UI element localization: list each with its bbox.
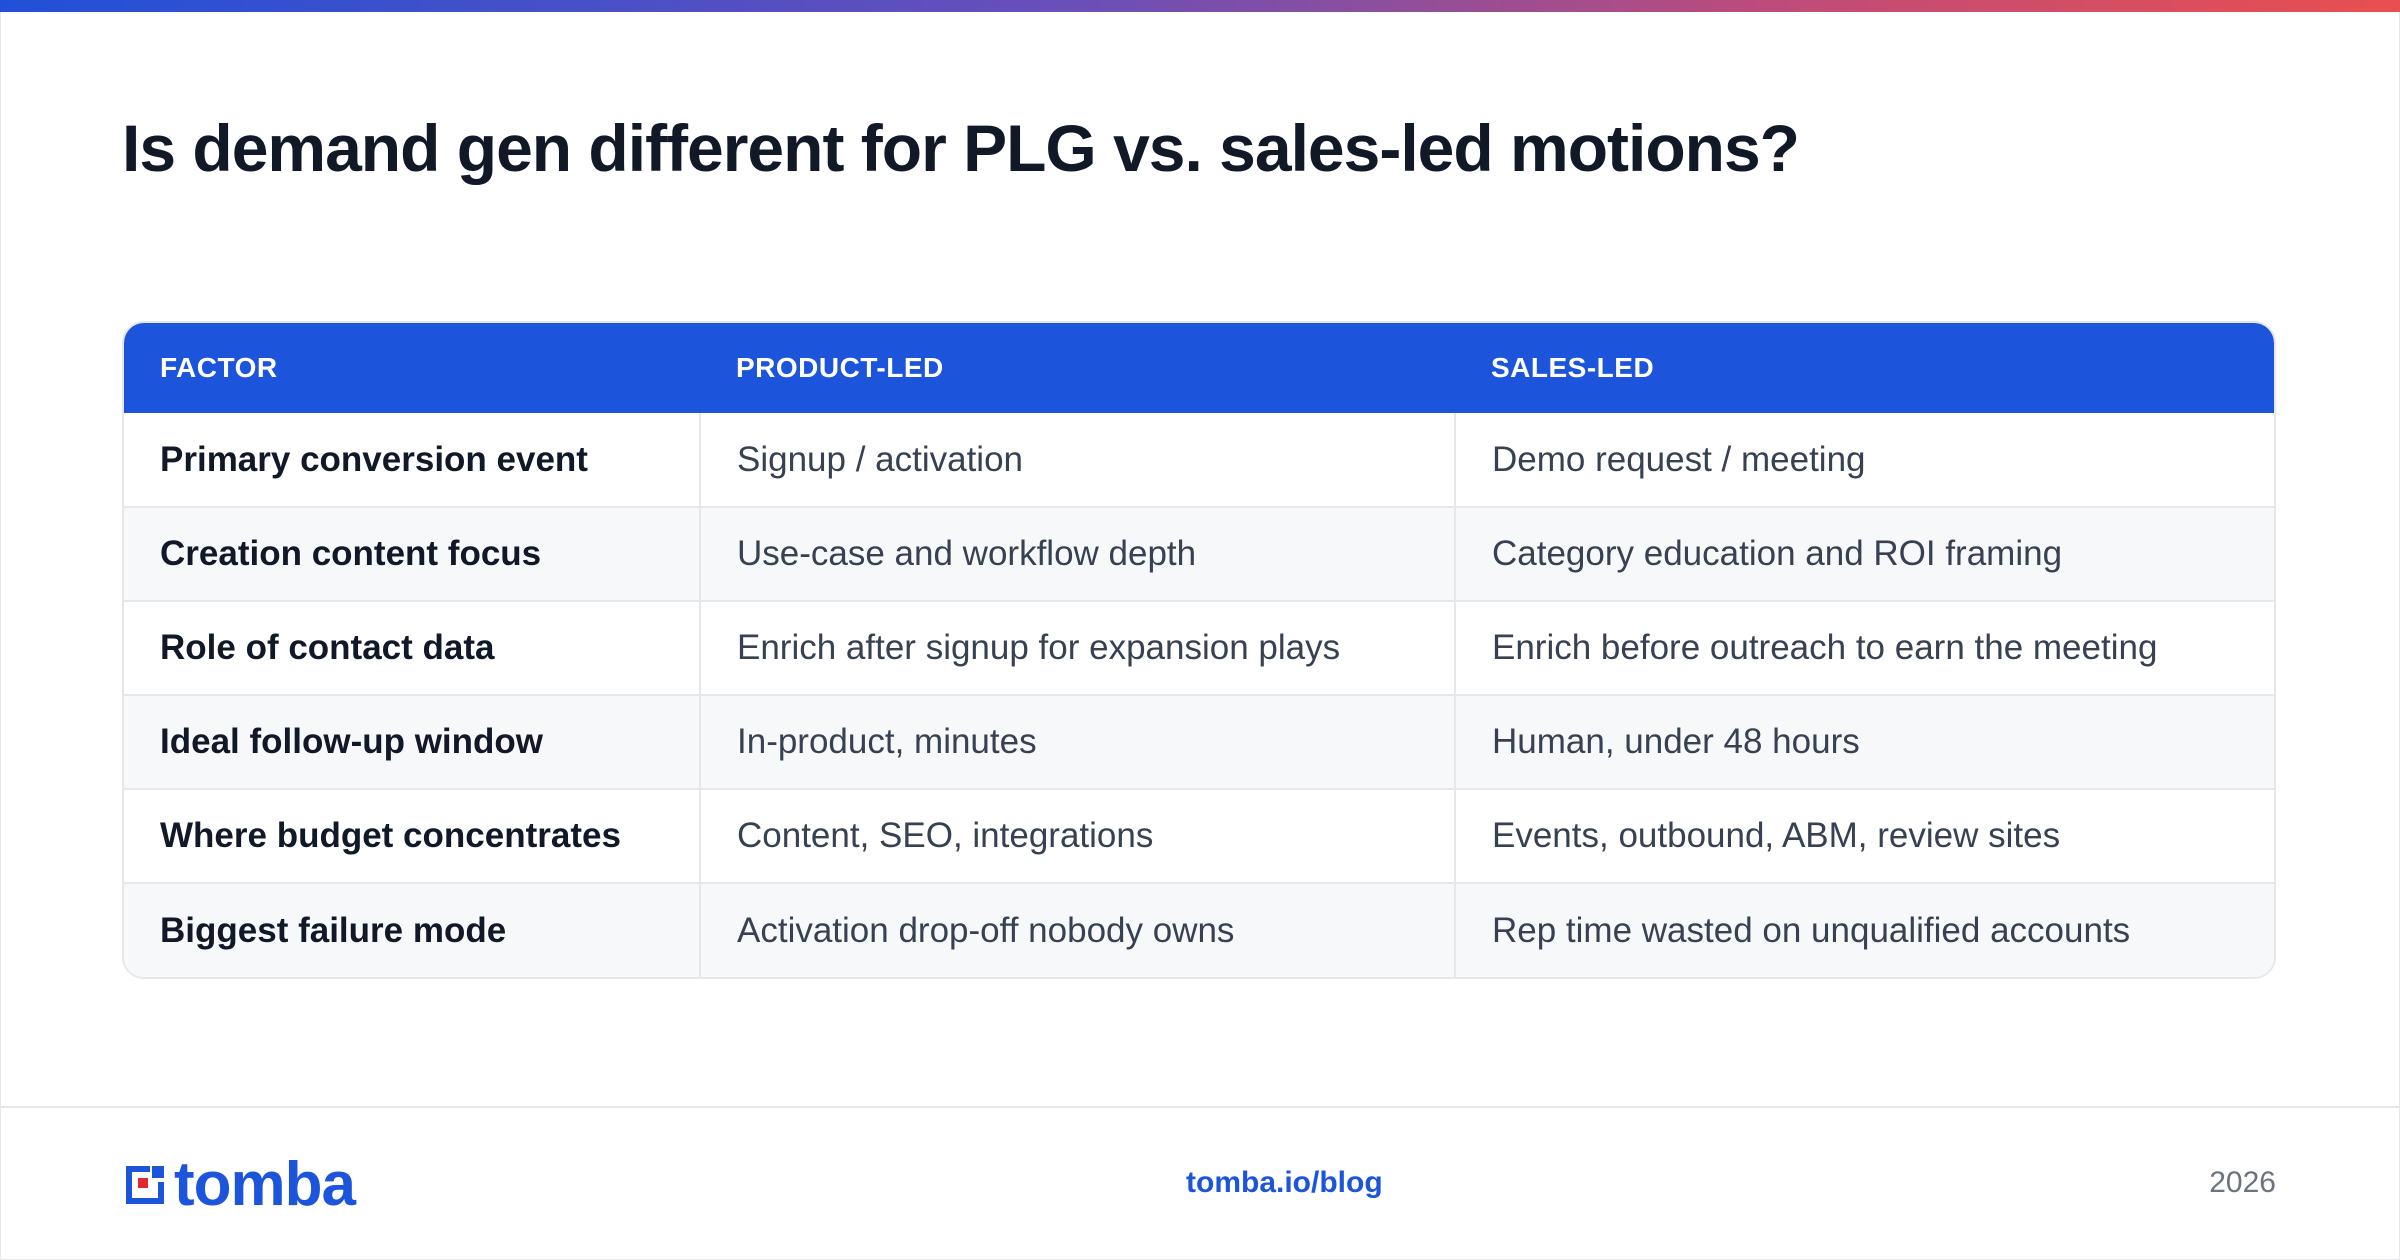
sales-led-cell: Events, outbound, ABM, review sites [1454,788,2274,883]
page-title: Is demand gen different for PLG vs. sale… [122,111,1800,185]
factor-cell: Primary conversion event [160,439,588,479]
table-row: Primary conversion event Signup / activa… [124,413,2274,507]
product-led-cell: Content, SEO, integrations [699,788,1455,883]
table-header-row: FACTOR PRODUCT-LED SALES-LED [124,323,2274,413]
table-row: Creation content focus Use-case and work… [124,506,2274,601]
header-sales-led: SALES-LED [1491,352,1655,383]
product-led-cell: Use-case and workflow depth [699,506,1455,601]
product-led-cell: In-product, minutes [699,694,1455,789]
blog-link[interactable]: tomba.io/blog [1186,1166,1383,1199]
table-row: Ideal follow-up window In-product, minut… [124,694,2274,789]
factor-cell: Ideal follow-up window [124,694,700,789]
product-led-cell: Enrich after signup for expansion plays [699,600,1455,695]
product-led-cell: Activation drop-off nobody owns [699,882,1455,977]
product-led-cell: Signup / activation [699,413,1455,507]
sales-led-cell: Demo request / meeting [1454,413,2274,507]
sales-led-cell: Category education and ROI framing [1454,506,2274,601]
factor-cell: Creation content focus [124,506,700,601]
table-row: Where budget concentrates Content, SEO, … [124,788,2274,883]
comparison-table: FACTOR PRODUCT-LED SALES-LED Primary con… [122,321,2276,979]
sales-led-cell: Enrich before outreach to earn the meeti… [1454,600,2274,695]
footer-divider [0,1106,2400,1108]
factor-cell: Where budget concentrates [124,788,700,883]
tomba-logo[interactable]: tomba [122,1150,356,1219]
header-product-led: PRODUCT-LED [736,352,944,383]
footer-year: 2026 [2209,1166,2276,1199]
factor-cell: Biggest failure mode [124,882,700,977]
sales-led-cell: Human, under 48 hours [1454,694,2274,789]
factor-cell: Role of contact data [124,600,700,695]
table-row: Biggest failure mode Activation drop-off… [124,882,2274,977]
table-row: Role of contact data Enrich after signup… [124,600,2274,695]
header-factor: FACTOR [160,352,278,383]
tomba-logo-icon [122,1162,168,1208]
sales-led-cell: Rep time wasted on unqualified accounts [1454,882,2274,977]
top-gradient-bar [0,0,2400,12]
logo-wordmark: tomba [174,1150,356,1219]
